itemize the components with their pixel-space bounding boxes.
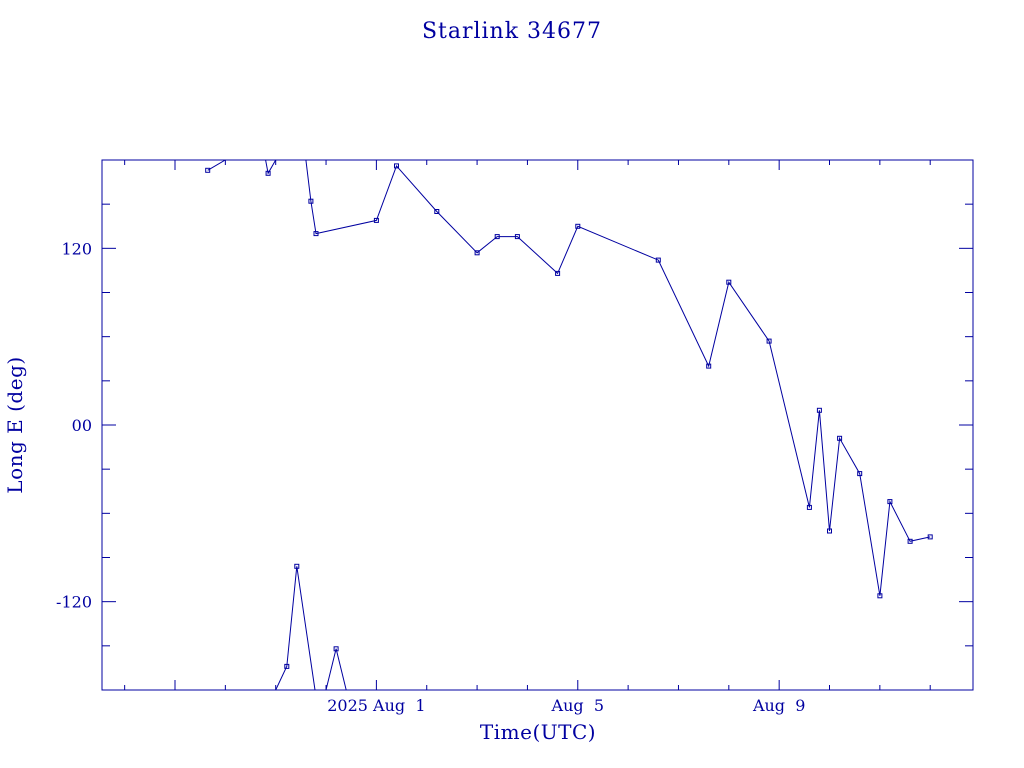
- data-point: [766, 338, 772, 344]
- data-point: [265, 170, 271, 176]
- data-point: [514, 234, 520, 240]
- data-point: [394, 163, 399, 169]
- tick-labels: 2025 Aug 1 Aug 5 Aug 9 120 00 -120: [56, 239, 805, 715]
- data-point: [494, 234, 500, 240]
- y-tick-label: 120: [61, 239, 92, 258]
- data-point: [205, 167, 211, 173]
- data-point: [294, 563, 300, 569]
- data-point: [726, 279, 732, 285]
- data-point: [816, 407, 822, 413]
- data-point: [837, 435, 843, 441]
- data-point: [887, 499, 893, 505]
- data-point: [284, 663, 290, 669]
- data-point: [806, 504, 812, 510]
- data-point: [333, 646, 339, 652]
- y-tick-label: -120: [56, 593, 92, 612]
- data-point: [857, 471, 863, 477]
- series-line: [207, 160, 931, 596]
- chart-title: Starlink 34677: [422, 19, 602, 44]
- series-line-wrapped: [275, 566, 347, 690]
- marker-clip: [205, 163, 933, 669]
- data-point: [555, 270, 561, 276]
- data-point: [373, 217, 379, 223]
- plot-frame: [101, 159, 974, 691]
- x-axis-label: Time(UTC): [480, 720, 596, 744]
- y-tick-label: 00: [72, 416, 92, 435]
- series-layer: [207, 160, 931, 690]
- marker-layer: [205, 163, 933, 669]
- y-axis-label: Long E (deg): [3, 356, 27, 493]
- data-point: [474, 250, 480, 256]
- x-tick-label: 2025 Aug 1: [327, 696, 425, 715]
- data-point: [575, 223, 581, 229]
- data-point: [827, 528, 832, 534]
- x-tick-label: Aug 5: [551, 696, 604, 715]
- x-tick-label: Aug 9: [752, 696, 805, 715]
- data-point: [434, 209, 440, 214]
- data-point: [308, 198, 314, 204]
- axis-ticks: [102, 160, 973, 690]
- data-point: [655, 257, 661, 263]
- series-clip: [207, 160, 931, 690]
- data-point: [706, 363, 712, 369]
- data-point: [907, 538, 913, 544]
- data-point: [877, 593, 883, 599]
- data-point: [313, 231, 319, 237]
- data-point: [927, 534, 933, 540]
